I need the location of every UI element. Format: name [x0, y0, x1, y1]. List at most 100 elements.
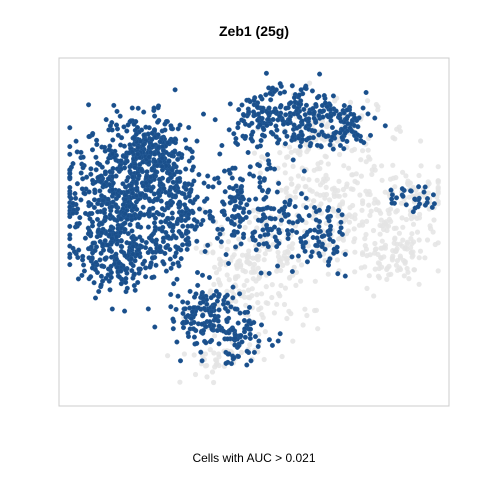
- cell-point-above: [129, 228, 135, 234]
- cell-point-above: [410, 209, 416, 215]
- cell-point-above: [122, 308, 128, 314]
- cell-point-below: [413, 187, 419, 193]
- cell-point-below: [278, 282, 284, 289]
- cell-point-above: [67, 236, 73, 242]
- cell-point-above: [230, 327, 236, 333]
- cell-point-above: [333, 129, 339, 135]
- cell-point-above: [99, 202, 105, 208]
- cell-point-above: [232, 215, 238, 221]
- cell-point-above: [169, 215, 175, 221]
- cell-point-below: [322, 153, 328, 159]
- cell-point-above: [266, 105, 272, 111]
- cell-point-above: [147, 246, 153, 252]
- cell-point-above: [239, 339, 245, 345]
- cell-point-below: [432, 241, 438, 248]
- cell-point-above: [297, 114, 303, 120]
- cell-point-below: [377, 231, 383, 237]
- cell-point-below: [213, 357, 219, 363]
- cell-point-below: [351, 226, 357, 232]
- cell-point-above: [270, 85, 276, 91]
- cell-point-below: [290, 338, 296, 344]
- cell-point-above: [191, 334, 197, 340]
- cell-point-above: [190, 164, 196, 170]
- cell-point-below: [400, 237, 406, 243]
- cell-point-below: [358, 157, 364, 163]
- cell-point-below: [431, 217, 437, 223]
- cell-point-above: [220, 301, 226, 307]
- cell-point-above: [195, 282, 201, 288]
- cell-point-above: [102, 256, 108, 262]
- cell-point-above: [146, 235, 152, 241]
- cell-point-below: [224, 246, 230, 252]
- cell-point-below: [427, 223, 433, 229]
- cell-point-below: [317, 182, 324, 188]
- cell-point-below: [300, 322, 306, 328]
- chart-title: Zeb1 (25g): [219, 23, 289, 39]
- cell-point-below: [377, 222, 383, 228]
- cell-point-above: [248, 358, 254, 364]
- cell-point-above: [265, 231, 271, 237]
- cell-point-above: [74, 181, 80, 187]
- cell-point-above: [178, 256, 184, 262]
- cell-point-above: [349, 128, 355, 134]
- cell-point-above: [289, 254, 295, 260]
- cell-point-below: [278, 267, 284, 274]
- cell-point-above: [166, 192, 172, 198]
- cell-point-above: [279, 206, 285, 212]
- cell-point-above: [183, 237, 189, 243]
- cell-point-above: [316, 207, 322, 213]
- cell-point-above: [389, 200, 395, 206]
- cell-point-above: [271, 206, 277, 212]
- cell-point-above: [170, 326, 176, 332]
- cell-point-below: [414, 229, 421, 235]
- cell-point-below: [386, 211, 392, 217]
- cell-point-below: [254, 292, 260, 298]
- cell-point-below: [366, 188, 372, 195]
- cell-point-below: [323, 184, 329, 190]
- cell-point-above: [80, 257, 86, 263]
- cell-point-below: [346, 219, 353, 225]
- cell-point-above: [95, 160, 101, 166]
- cell-point-above: [211, 323, 217, 329]
- cell-point-above: [257, 184, 263, 190]
- cell-point-above: [140, 183, 146, 189]
- cell-point-above: [290, 157, 296, 163]
- cell-point-above: [67, 262, 73, 268]
- cell-point-below: [359, 207, 365, 213]
- cell-point-below: [336, 178, 342, 184]
- cell-point-above: [344, 116, 350, 122]
- cell-point-below: [358, 173, 364, 179]
- cell-point-above: [262, 133, 268, 139]
- cell-point-below: [247, 342, 253, 348]
- cell-point-above: [141, 109, 147, 115]
- cell-point-above: [235, 354, 241, 360]
- cell-point-above: [240, 216, 246, 222]
- cell-point-below: [372, 240, 378, 247]
- cell-point-above: [175, 216, 181, 222]
- cell-point-above: [110, 137, 116, 143]
- cell-point-above: [290, 134, 296, 140]
- cell-point-below: [213, 270, 220, 276]
- cell-point-above: [200, 111, 206, 117]
- cell-point-below: [244, 278, 250, 284]
- cell-point-above: [107, 287, 113, 293]
- cell-point-above: [261, 196, 267, 202]
- cell-point-below: [212, 264, 218, 270]
- cell-point-above: [248, 136, 254, 142]
- cell-point-above: [144, 169, 150, 175]
- cell-point-above: [67, 251, 73, 257]
- cell-point-above: [67, 223, 73, 229]
- cell-point-above: [238, 241, 244, 247]
- cell-point-above: [185, 313, 191, 319]
- cell-point-above: [92, 247, 98, 253]
- cell-point-above: [310, 106, 316, 112]
- cell-point-below: [242, 224, 248, 231]
- cell-point-above: [152, 215, 158, 221]
- cell-point-below: [411, 267, 418, 273]
- cell-point-above: [186, 124, 192, 130]
- cell-point-below: [233, 262, 239, 268]
- cell-point-above: [257, 163, 263, 169]
- cell-point-below: [292, 148, 298, 154]
- cell-point-below: [217, 262, 224, 268]
- cell-point-above: [408, 188, 414, 194]
